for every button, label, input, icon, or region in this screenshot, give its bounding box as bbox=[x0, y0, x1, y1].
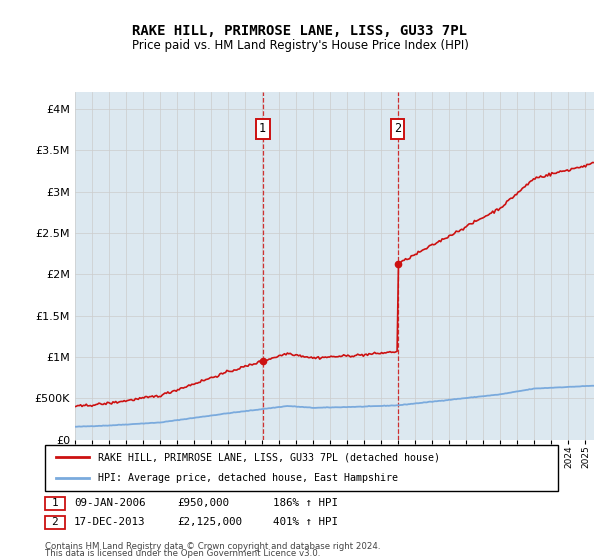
Text: 186% ↑ HPI: 186% ↑ HPI bbox=[273, 498, 338, 508]
Text: 1: 1 bbox=[259, 122, 266, 136]
Text: This data is licensed under the Open Government Licence v3.0.: This data is licensed under the Open Gov… bbox=[45, 549, 320, 558]
Text: RAKE HILL, PRIMROSE LANE, LISS, GU33 7PL (detached house): RAKE HILL, PRIMROSE LANE, LISS, GU33 7PL… bbox=[98, 452, 440, 463]
Text: £950,000: £950,000 bbox=[177, 498, 229, 508]
Text: £2,125,000: £2,125,000 bbox=[177, 517, 242, 528]
Text: 2: 2 bbox=[52, 517, 58, 528]
Text: Price paid vs. HM Land Registry's House Price Index (HPI): Price paid vs. HM Land Registry's House … bbox=[131, 39, 469, 52]
Text: Contains HM Land Registry data © Crown copyright and database right 2024.: Contains HM Land Registry data © Crown c… bbox=[45, 542, 380, 551]
Text: RAKE HILL, PRIMROSE LANE, LISS, GU33 7PL: RAKE HILL, PRIMROSE LANE, LISS, GU33 7PL bbox=[133, 24, 467, 38]
Text: 2: 2 bbox=[394, 122, 401, 136]
Text: 401% ↑ HPI: 401% ↑ HPI bbox=[273, 517, 338, 528]
Text: 17-DEC-2013: 17-DEC-2013 bbox=[74, 517, 145, 528]
Text: HPI: Average price, detached house, East Hampshire: HPI: Average price, detached house, East… bbox=[98, 473, 398, 483]
Text: 09-JAN-2006: 09-JAN-2006 bbox=[74, 498, 145, 508]
Text: 1: 1 bbox=[52, 498, 58, 508]
